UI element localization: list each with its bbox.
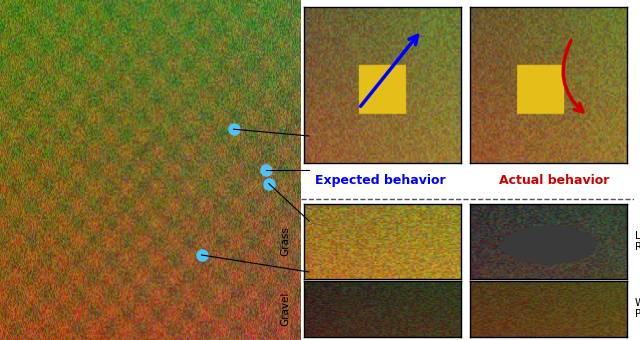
Text: Expected behavior: Expected behavior: [316, 174, 446, 187]
Text: Grass: Grass: [280, 226, 290, 256]
Text: Large
Rocks: Large Rocks: [635, 231, 640, 252]
Text: Actual behavior: Actual behavior: [499, 174, 609, 187]
Text: Gravel: Gravel: [280, 291, 290, 326]
Ellipse shape: [502, 226, 596, 264]
Text: Wooden
Pieces: Wooden Pieces: [635, 298, 640, 319]
